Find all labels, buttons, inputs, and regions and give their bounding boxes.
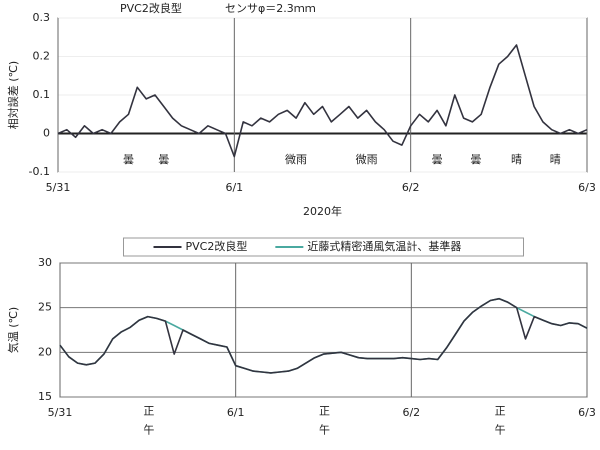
y-tick-label: 0 xyxy=(43,127,50,140)
x-tick-label: 6/3 xyxy=(578,406,596,419)
series-line xyxy=(59,297,588,374)
annotation: 微雨 xyxy=(356,152,378,166)
annotation: 曇 xyxy=(470,153,481,166)
y-tick-label: 0.2 xyxy=(33,50,51,63)
y-axis-label: 気温 (℃) xyxy=(6,307,20,353)
x-tick-label: 6/1 xyxy=(227,406,245,419)
x-tick-label: 6/2 xyxy=(402,181,420,194)
x-axis-label: 2020年 xyxy=(303,204,342,218)
y-tick-label: 15 xyxy=(38,390,52,403)
annotation: 晴 xyxy=(511,153,522,166)
y-tick-label: 25 xyxy=(38,301,52,314)
legend: PVC2改良型 近藤式精密通風気温計、基準器 xyxy=(123,237,524,257)
x-tick-label: 6/1 xyxy=(225,181,243,194)
chart: -0.1 0 0.1 0.2 0.3 5/31 6/1 6/2 6/3 PVC2改良型 センサφ＝2… xyxy=(6,1,596,218)
y-tick-label: 30 xyxy=(38,256,52,269)
series-line xyxy=(57,44,588,158)
legend-box xyxy=(123,237,524,257)
series-line xyxy=(59,297,588,374)
annotation: 曇 xyxy=(123,153,134,166)
y-axis-label: 相対誤差 (℃) xyxy=(6,61,20,129)
y-tick-label: 20 xyxy=(38,345,52,358)
chart-title: PVC2改良型 xyxy=(120,1,182,15)
x-tick-label: 正午 xyxy=(142,405,155,443)
x-tick-label: 正午 xyxy=(493,405,506,443)
annotation: 曇 xyxy=(432,153,443,166)
x-tick-label: 5/31 xyxy=(48,406,73,419)
annotation: 晴 xyxy=(550,153,561,166)
x-tick-label: 正午 xyxy=(318,405,331,443)
x-tick-label: 6/3 xyxy=(578,181,596,194)
legend-label: PVC2改良型 xyxy=(186,239,248,253)
legend-label: 近藤式精密通風気温計、基準器 xyxy=(307,239,461,253)
annotation: 微雨 xyxy=(285,152,307,166)
y-tick-label: 0.3 xyxy=(33,11,51,24)
chart-subtitle: センサφ＝2.3ｍｍ xyxy=(225,2,316,15)
chart: 15 20 25 30 5/31 正午 6/1 正午 6/2 正午 6/3 気温 (℃) PVC2改良型… xyxy=(6,237,596,443)
plot-area xyxy=(59,262,588,398)
x-tick-label: 5/31 xyxy=(46,181,71,194)
y-tick-label: -0.1 xyxy=(29,165,50,178)
y-tick-label: 0.1 xyxy=(33,88,51,101)
annotation: 曇 xyxy=(158,153,169,166)
x-tick-label: 6/2 xyxy=(402,406,420,419)
